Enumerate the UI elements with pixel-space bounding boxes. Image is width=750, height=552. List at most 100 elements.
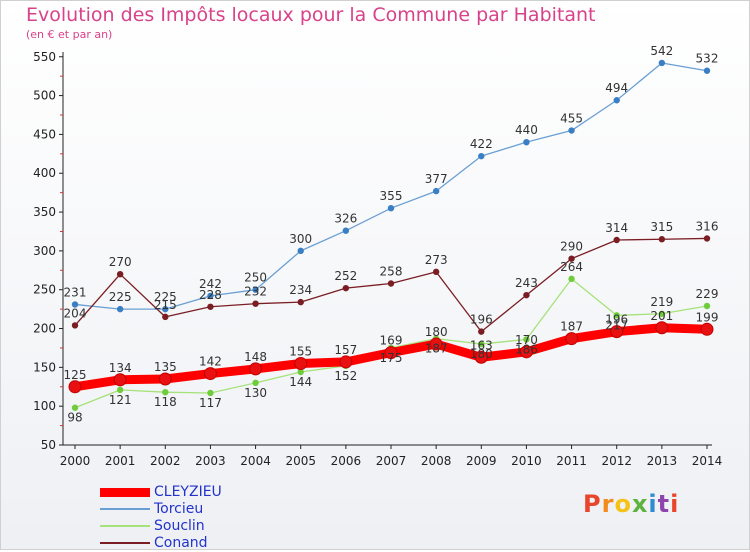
data-label-conand: 314 (605, 221, 628, 235)
x-tick-label: 2006 (331, 454, 362, 468)
data-label-souclin: 117 (199, 396, 222, 410)
data-label-souclin: 121 (109, 393, 132, 407)
data-point-souclin (568, 275, 575, 283)
legend-label: CLEYZIEU (154, 484, 222, 500)
data-point-cleyzieu (158, 372, 172, 386)
y-tick-label: 550 (33, 50, 56, 64)
data-label-souclin: 180 (470, 347, 493, 361)
data-label-cleyzieu: 201 (650, 309, 673, 323)
data-point-torcieu (297, 247, 304, 255)
data-label-cleyzieu: 142 (199, 355, 222, 369)
data-label-souclin: 219 (650, 295, 673, 309)
data-point-cleyzieu (655, 321, 669, 335)
data-point-cleyzieu (474, 350, 488, 364)
data-point-torcieu (703, 67, 711, 74)
x-tick-label: 2014 (692, 454, 723, 468)
data-point-torcieu (162, 305, 169, 313)
proxiti-logo: Proxiti (583, 490, 679, 518)
data-point-conand (342, 284, 350, 292)
data-label-conand: 315 (650, 220, 673, 234)
data-point-souclin (523, 336, 530, 343)
y-tick-label: 400 (33, 166, 56, 180)
data-label-conand: 228 (199, 288, 222, 302)
data-point-cleyzieu (68, 380, 82, 394)
data-point-torcieu (613, 97, 620, 104)
data-point-cleyzieu (294, 356, 308, 370)
data-point-torcieu (207, 292, 214, 300)
data-label-souclin: 217 (605, 318, 628, 332)
data-point-torcieu (432, 187, 440, 195)
data-label-souclin: 144 (289, 375, 312, 389)
logo-letter: i (670, 490, 680, 518)
x-tick-label: 2001 (105, 454, 136, 468)
data-label-torcieu: 300 (289, 232, 312, 246)
data-label-torcieu: 377 (425, 172, 448, 186)
data-label-cleyzieu: 135 (154, 360, 177, 374)
data-label-conand: 316 (696, 219, 719, 233)
data-label-cleyzieu: 163 (470, 338, 493, 352)
data-label-cleyzieu: 157 (334, 343, 357, 357)
data-point-conand (71, 322, 79, 329)
data-point-cleyzieu (249, 362, 263, 376)
data-point-cleyzieu (339, 355, 353, 369)
data-point-cleyzieu (700, 322, 714, 336)
data-label-conand: 252 (334, 269, 357, 283)
data-point-torcieu (71, 301, 79, 308)
data-label-torcieu: 250 (244, 271, 267, 285)
data-label-cleyzieu: 169 (380, 334, 403, 348)
data-point-conand (432, 268, 440, 276)
data-label-cleyzieu: 199 (696, 310, 719, 324)
data-label-conand: 232 (244, 285, 267, 299)
legend-swatch-torcieu (100, 508, 150, 510)
data-label-souclin: 98 (67, 411, 82, 425)
data-point-souclin (658, 310, 666, 317)
data-point-conand (162, 313, 169, 321)
data-point-souclin (613, 312, 620, 319)
data-label-conand: 196 (470, 313, 493, 327)
data-point-souclin (71, 404, 79, 411)
x-tick-label: 2005 (285, 454, 316, 468)
data-point-conand (387, 280, 395, 287)
data-point-souclin (162, 389, 169, 396)
data-point-cleyzieu (429, 337, 443, 351)
data-point-cleyzieu (519, 345, 533, 359)
data-point-torcieu (523, 138, 530, 146)
data-label-torcieu: 422 (470, 137, 493, 151)
data-point-souclin (478, 340, 485, 348)
data-label-conand: 273 (425, 253, 448, 267)
data-point-torcieu (252, 286, 259, 293)
data-label-cleyzieu: 180 (425, 325, 448, 339)
data-point-cleyzieu (565, 332, 579, 346)
data-label-souclin: 264 (560, 260, 583, 274)
data-label-torcieu: 455 (560, 112, 583, 126)
data-label-conand: 204 (64, 306, 87, 320)
x-tick-label: 2010 (511, 454, 542, 468)
data-label-cleyzieu: 196 (605, 313, 628, 327)
data-label-conand: 243 (515, 276, 538, 290)
data-label-torcieu: 542 (650, 44, 673, 58)
data-label-torcieu: 440 (515, 123, 538, 137)
x-tick-label: 2003 (195, 454, 226, 468)
data-label-souclin: 186 (515, 342, 538, 356)
data-point-conand (116, 270, 124, 278)
x-tick-label: 2011 (556, 454, 587, 468)
data-point-souclin (703, 302, 711, 310)
logo-letter: x (631, 490, 649, 518)
data-point-cleyzieu (610, 325, 624, 339)
legend-swatch-souclin (100, 525, 150, 527)
data-label-souclin: 229 (696, 287, 719, 301)
data-point-cleyzieu (384, 346, 398, 360)
data-label-torcieu: 231 (64, 285, 87, 299)
data-point-cleyzieu (113, 373, 127, 387)
chart-title: Evolution des Impôts locaux pour la Comm… (26, 4, 596, 26)
logo-letter: i (648, 490, 658, 518)
data-label-souclin: 118 (154, 395, 177, 409)
legend-label: Torcieu (154, 501, 204, 517)
data-label-conand: 234 (289, 283, 312, 297)
data-label-cleyzieu: 125 (64, 368, 87, 382)
data-point-conand (703, 235, 711, 242)
data-point-conand (207, 303, 214, 310)
data-point-conand (613, 236, 620, 244)
data-label-cleyzieu: 148 (244, 350, 267, 364)
